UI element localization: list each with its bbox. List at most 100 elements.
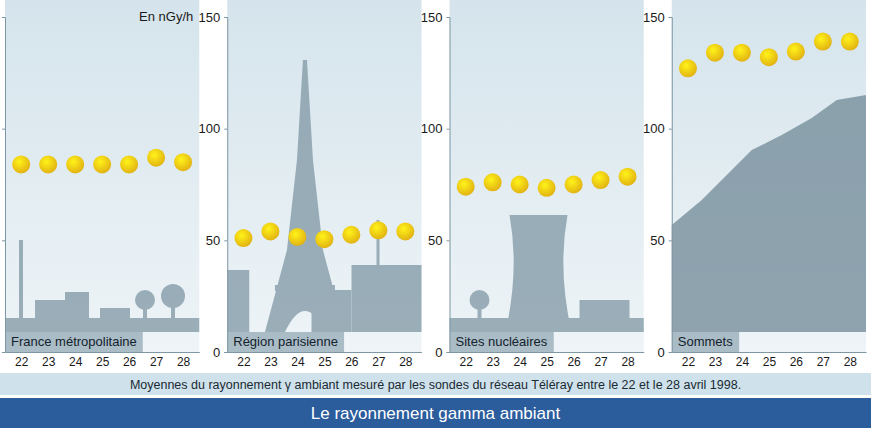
illustration bbox=[672, 95, 866, 332]
panel-label: Sommets bbox=[672, 332, 739, 352]
y-tick bbox=[2, 129, 5, 130]
y-tick-mark bbox=[447, 129, 450, 130]
plot-area bbox=[679, 33, 859, 78]
panel-label-background bbox=[672, 332, 739, 352]
data-dot bbox=[315, 230, 333, 248]
y-tick: 100 bbox=[643, 121, 672, 136]
x-axis-line bbox=[672, 352, 866, 353]
data-dot bbox=[147, 149, 165, 167]
x-tick-label: 25 bbox=[540, 355, 554, 369]
caption: Moyennes du rayonnement γ ambiant mesuré… bbox=[130, 378, 741, 392]
x-tick: 25 bbox=[763, 352, 777, 369]
x-tick: 23 bbox=[486, 352, 500, 369]
x-tick-label: 26 bbox=[790, 355, 804, 369]
illustration bbox=[227, 60, 421, 332]
plot-area bbox=[12, 149, 192, 174]
x-tick: 24 bbox=[736, 352, 750, 369]
y-tick: 50 bbox=[428, 233, 449, 248]
y-tick-label: 0 bbox=[658, 345, 665, 360]
y-tick-mark bbox=[224, 17, 227, 18]
x-tick: 23 bbox=[42, 352, 56, 369]
x-tick: 25 bbox=[96, 352, 110, 369]
data-dot bbox=[841, 33, 859, 51]
x-axis: 22232425262728 bbox=[228, 352, 422, 369]
y-tick-mark bbox=[2, 129, 5, 130]
x-tick: 22 bbox=[682, 352, 696, 369]
x-tick-label: 27 bbox=[150, 355, 164, 369]
y-tick: 150 bbox=[643, 10, 672, 25]
y-tick-mark bbox=[447, 17, 450, 18]
x-tick: 24 bbox=[513, 352, 527, 369]
y-axis-line bbox=[2, 18, 6, 353]
data-dot bbox=[733, 44, 751, 62]
x-tick-label: 23 bbox=[42, 355, 56, 369]
y-tick-label: 0 bbox=[435, 345, 442, 360]
x-tick-label: 27 bbox=[594, 355, 608, 369]
y-tick-label: 150 bbox=[643, 10, 665, 25]
data-dot bbox=[39, 155, 57, 173]
x-tick: 23 bbox=[264, 352, 278, 369]
y-tick-mark bbox=[224, 129, 227, 130]
chart: France métropolitaine22232425262728En nG… bbox=[0, 0, 871, 428]
x-tick: 27 bbox=[594, 352, 608, 369]
y-tick-mark bbox=[2, 17, 5, 18]
data-dot bbox=[706, 44, 724, 62]
panel-title: Sommets bbox=[678, 334, 733, 349]
x-tick-label: 27 bbox=[817, 355, 831, 369]
x-tick: 26 bbox=[790, 352, 804, 369]
panel-label: France métropolitaine bbox=[5, 332, 143, 352]
panel-title: Sites nucléaires bbox=[456, 334, 548, 349]
y-tick-label: 0 bbox=[213, 345, 220, 360]
y-tick-label: 150 bbox=[199, 10, 221, 25]
data-dot bbox=[787, 43, 805, 61]
y-tick-mark bbox=[2, 240, 5, 241]
x-tick: 26 bbox=[567, 352, 581, 369]
data-dot bbox=[234, 229, 252, 247]
x-tick: 22 bbox=[460, 352, 474, 369]
y-axis-line bbox=[447, 18, 451, 353]
x-tick: 24 bbox=[69, 352, 83, 369]
data-dot bbox=[592, 171, 610, 189]
x-tick: 27 bbox=[372, 352, 386, 369]
y-tick: 0 bbox=[658, 345, 672, 360]
data-dot bbox=[261, 222, 279, 240]
illustration bbox=[5, 240, 199, 332]
data-dot bbox=[538, 179, 556, 197]
x-tick-label: 22 bbox=[460, 355, 474, 369]
panel-label-background bbox=[5, 332, 143, 352]
y-tick-mark bbox=[669, 129, 672, 130]
y-tick-mark bbox=[2, 352, 5, 353]
data-dot bbox=[66, 155, 84, 173]
y-tick: 100 bbox=[421, 121, 450, 136]
title: Le rayonnement gamma ambiant bbox=[311, 404, 561, 423]
data-dot bbox=[120, 155, 138, 173]
x-tick: 24 bbox=[291, 352, 305, 369]
illustration bbox=[450, 215, 644, 332]
panel-label: Sites nucléaires bbox=[450, 332, 554, 352]
y-tick bbox=[2, 352, 5, 353]
y-tick-mark bbox=[447, 240, 450, 241]
panel-background bbox=[227, 0, 421, 352]
x-tick: 28 bbox=[177, 352, 191, 369]
x-tick-label: 26 bbox=[567, 355, 581, 369]
y-tick: 0 bbox=[435, 345, 449, 360]
data-dot bbox=[396, 222, 414, 240]
y-tick bbox=[2, 17, 5, 18]
data-dot bbox=[457, 178, 475, 196]
y-tick-label: 150 bbox=[421, 10, 443, 25]
y-tick bbox=[2, 240, 5, 241]
plot-area bbox=[234, 221, 414, 248]
panel-label: Région parisienne bbox=[227, 332, 344, 352]
data-dot bbox=[565, 176, 583, 194]
x-tick-label: 24 bbox=[69, 355, 83, 369]
x-tick-label: 28 bbox=[399, 355, 413, 369]
x-tick: 28 bbox=[844, 352, 858, 369]
x-tick-label: 22 bbox=[237, 355, 251, 369]
y-axis: 050100150 bbox=[643, 10, 672, 360]
plot-area bbox=[457, 168, 637, 197]
data-dot bbox=[12, 155, 30, 173]
y-tick-mark bbox=[669, 352, 672, 353]
x-tick-label: 27 bbox=[372, 355, 386, 369]
x-tick-label: 24 bbox=[736, 355, 750, 369]
panel-background bbox=[672, 0, 866, 352]
